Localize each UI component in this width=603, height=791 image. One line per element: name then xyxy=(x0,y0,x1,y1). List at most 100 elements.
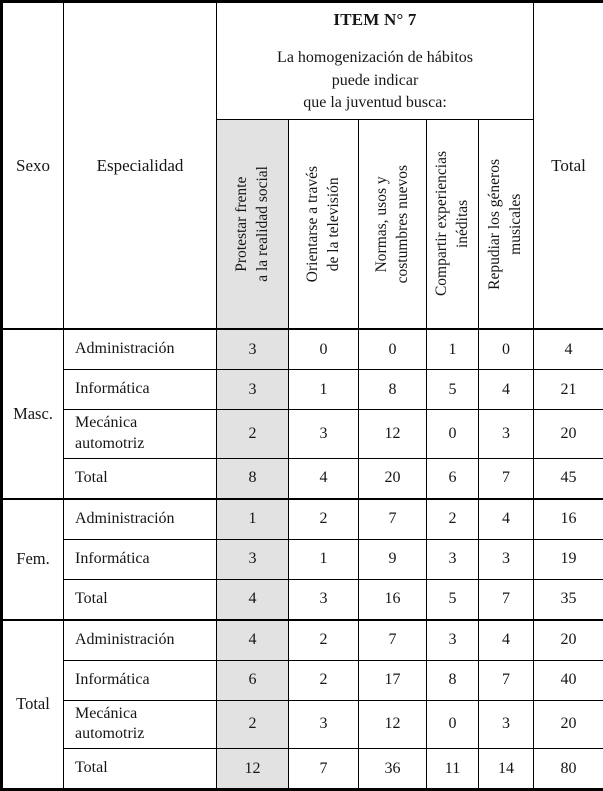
especialidad-cell: Mecánica automotriz xyxy=(64,700,217,749)
option-label: Compartir experiencias inéditas xyxy=(432,151,474,296)
value-cell: 2 xyxy=(427,499,479,540)
value-cell: 12 xyxy=(359,410,427,459)
value-cell-highlighted: 8 xyxy=(217,458,289,499)
value-cell-highlighted: 3 xyxy=(217,370,289,410)
especialidad-cell: Total xyxy=(64,749,217,790)
value-cell: 4 xyxy=(289,458,359,499)
option-header-protestar: Protestar frente a la realidad social xyxy=(217,120,289,330)
especialidad-cell: Administración xyxy=(64,329,217,370)
especialidad-cell: Administración xyxy=(64,620,217,661)
value-cell: 16 xyxy=(359,579,427,620)
row-total-cell: 20 xyxy=(534,410,603,459)
value-cell: 20 xyxy=(359,458,427,499)
value-cell: 7 xyxy=(479,458,534,499)
option-header-repudiar: Repudiar los géneros musicales xyxy=(479,120,534,330)
value-cell: 17 xyxy=(359,660,427,700)
especialidad-cell: Mecánica automotriz xyxy=(64,410,217,459)
value-cell: 3 xyxy=(479,700,534,749)
value-cell: 3 xyxy=(479,410,534,459)
option-label: Repudiar los géneros musicales xyxy=(485,159,527,290)
value-cell: 8 xyxy=(427,660,479,700)
item-header-cell: ITEM N° 7 La homogenización de hábitos p… xyxy=(217,2,534,120)
value-cell: 0 xyxy=(479,329,534,370)
value-cell-highlighted: 2 xyxy=(217,700,289,749)
value-cell: 7 xyxy=(479,579,534,620)
value-cell: 3 xyxy=(479,539,534,579)
value-cell-highlighted: 4 xyxy=(217,579,289,620)
value-cell: 6 xyxy=(427,458,479,499)
value-cell-highlighted: 6 xyxy=(217,660,289,700)
row-total-cell: 45 xyxy=(534,458,603,499)
option-label: Normas, usos y costumbres nuevos xyxy=(372,165,414,283)
value-cell: 36 xyxy=(359,749,427,790)
value-cell: 9 xyxy=(359,539,427,579)
value-cell-highlighted: 12 xyxy=(217,749,289,790)
especialidad-cell: Total xyxy=(64,458,217,499)
value-cell: 1 xyxy=(289,370,359,410)
option-header-orientarse: Orientarse a través de la televisión xyxy=(289,120,359,330)
especialidad-cell: Administración xyxy=(64,499,217,540)
row-total-cell: 16 xyxy=(534,499,603,540)
value-cell: 8 xyxy=(359,370,427,410)
sexo-group-label: Fem. xyxy=(2,499,64,620)
option-header-normas: Normas, usos y costumbres nuevos xyxy=(359,120,427,330)
sexo-group-label: Total xyxy=(2,620,64,790)
value-cell: 1 xyxy=(427,329,479,370)
value-cell: 7 xyxy=(289,749,359,790)
item-title: ITEM N° 7 xyxy=(218,10,532,30)
value-cell-highlighted: 3 xyxy=(217,539,289,579)
row-total-cell: 4 xyxy=(534,329,603,370)
header-especialidad: Especialidad xyxy=(64,2,217,330)
value-cell: 3 xyxy=(289,410,359,459)
header-row-top: Sexo Especialidad ITEM N° 7 La homogeniz… xyxy=(2,2,603,120)
value-cell: 3 xyxy=(427,620,479,661)
value-cell: 4 xyxy=(479,370,534,410)
row-total-cell: 80 xyxy=(534,749,603,790)
especialidad-cell: Informática xyxy=(64,539,217,579)
value-cell: 2 xyxy=(289,620,359,661)
value-cell-highlighted: 1 xyxy=(217,499,289,540)
option-header-compartir: Compartir experiencias inéditas xyxy=(427,120,479,330)
option-label: Orientarse a través de la televisión xyxy=(303,166,345,282)
value-cell-highlighted: 2 xyxy=(217,410,289,459)
value-cell: 5 xyxy=(427,370,479,410)
especialidad-cell: Informática xyxy=(64,660,217,700)
especialidad-cell: Informática xyxy=(64,370,217,410)
option-label: Protestar frente a la realidad social xyxy=(232,166,274,282)
value-cell: 0 xyxy=(289,329,359,370)
value-cell: 0 xyxy=(427,700,479,749)
value-cell: 7 xyxy=(359,620,427,661)
value-cell: 3 xyxy=(289,700,359,749)
value-cell: 4 xyxy=(479,620,534,661)
value-cell: 11 xyxy=(427,749,479,790)
value-cell: 1 xyxy=(289,539,359,579)
sexo-group-label: Masc. xyxy=(2,329,64,499)
value-cell: 3 xyxy=(289,579,359,620)
row-total-cell: 19 xyxy=(534,539,603,579)
value-cell: 7 xyxy=(479,660,534,700)
value-cell-highlighted: 4 xyxy=(217,620,289,661)
row-total-cell: 35 xyxy=(534,579,603,620)
row-total-cell: 20 xyxy=(534,620,603,661)
value-cell: 0 xyxy=(427,410,479,459)
value-cell: 2 xyxy=(289,499,359,540)
value-cell: 7 xyxy=(359,499,427,540)
value-cell-highlighted: 3 xyxy=(217,329,289,370)
value-cell: 0 xyxy=(359,329,427,370)
header-total: Total xyxy=(534,2,603,330)
value-cell: 12 xyxy=(359,700,427,749)
value-cell: 14 xyxy=(479,749,534,790)
